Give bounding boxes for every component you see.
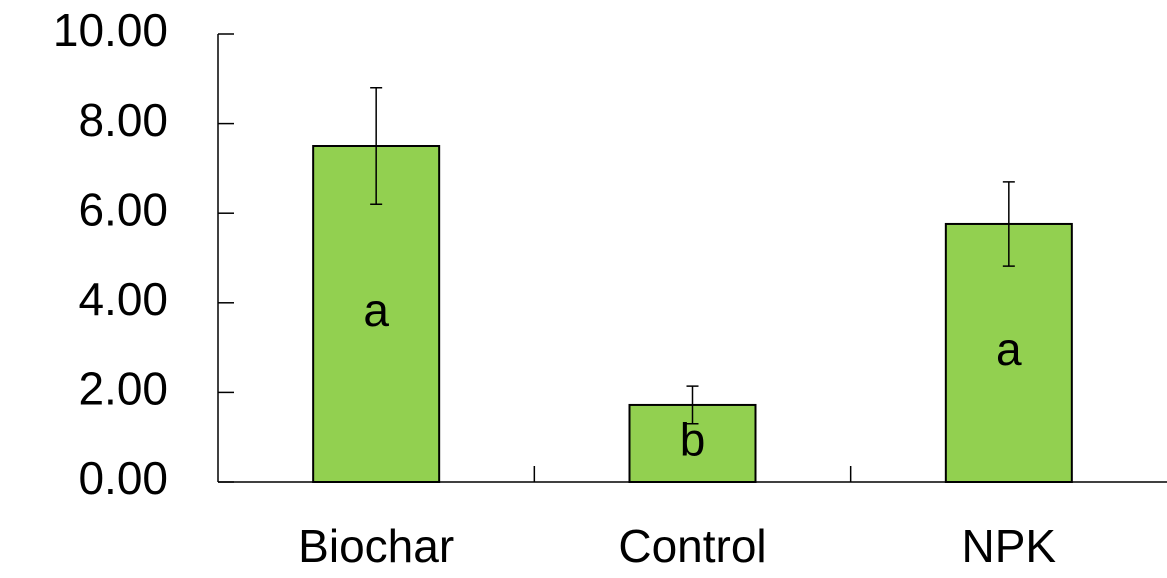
significance-letter: a (996, 323, 1022, 375)
x-tick-label: NPK (962, 520, 1057, 572)
x-tick-label: Biochar (298, 520, 454, 572)
error-bar (370, 87, 383, 205)
significance-letter: a (363, 284, 389, 336)
y-tick-label: 0.00 (78, 452, 168, 504)
x-tick-label: Control (618, 520, 766, 572)
error-bar (686, 385, 699, 425)
bar (628, 403, 757, 483)
y-tick-label: 2.00 (78, 363, 168, 415)
y-tick-label: 8.00 (78, 94, 168, 146)
y-tick-label: 6.00 (78, 183, 168, 235)
error-bar (1002, 181, 1015, 267)
y-tick-label: 10.00 (53, 4, 168, 56)
y-tick-label: 4.00 (78, 273, 168, 325)
bar (944, 222, 1073, 483)
significance-letter: b (680, 414, 706, 466)
